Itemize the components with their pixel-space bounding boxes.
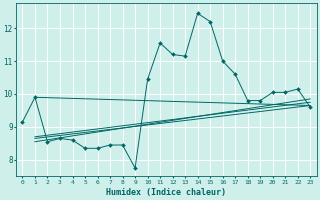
X-axis label: Humidex (Indice chaleur): Humidex (Indice chaleur) <box>106 188 226 197</box>
